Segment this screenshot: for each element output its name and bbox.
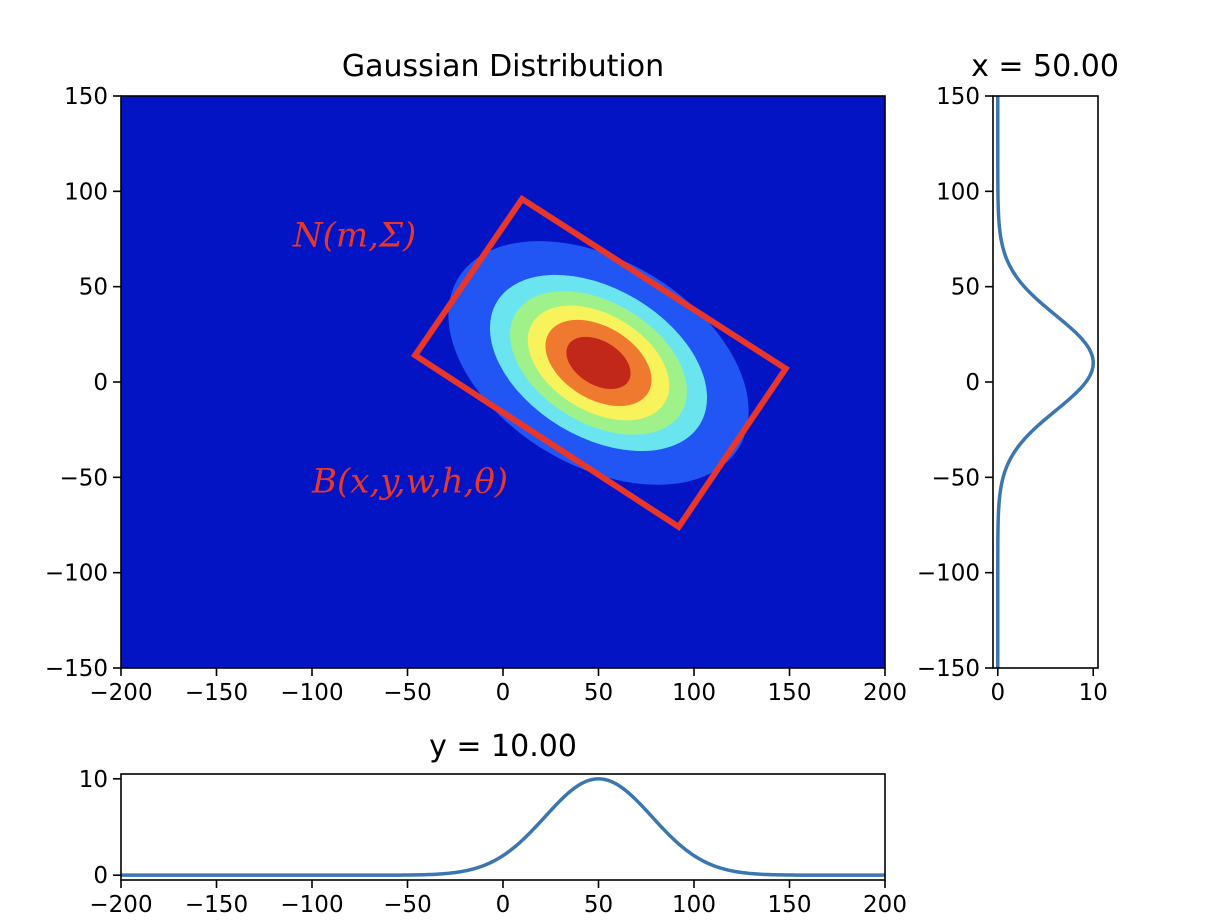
main-x-tick-label: −100 bbox=[280, 680, 343, 706]
bottom-title: y = 10.00 bbox=[429, 729, 577, 764]
right-y-tick-label: −100 bbox=[917, 561, 980, 587]
bottom-x-tick-label: 100 bbox=[672, 892, 716, 918]
right-y-tick-label: 100 bbox=[936, 179, 980, 205]
main-y-tick-label: −100 bbox=[45, 561, 108, 587]
main-y-tick-label: 0 bbox=[93, 370, 108, 396]
main-x-tick-label: 200 bbox=[863, 680, 907, 706]
bottom-y-tick-label: 10 bbox=[79, 767, 108, 793]
right-y-tick-label: 50 bbox=[951, 275, 980, 301]
bottom-y-axis: 0 10 bbox=[79, 767, 121, 889]
bottom-y-tick-label: 0 bbox=[93, 863, 108, 889]
right-y-tick-label: 0 bbox=[965, 370, 980, 396]
annotation-box: B(x,y,w,h,θ) bbox=[311, 462, 508, 502]
bottom-x-tick-label: 0 bbox=[496, 892, 511, 918]
bottom-x-tick-label: −100 bbox=[280, 892, 343, 918]
main-x-tick-label: −200 bbox=[89, 680, 152, 706]
main-x-axis: −200 −150 −100 −50 0 50 100 150 200 bbox=[89, 668, 907, 706]
main-y-tick-label: 150 bbox=[64, 84, 108, 110]
main-y-tick-label: 100 bbox=[64, 179, 108, 205]
bottom-x-tick-label: −50 bbox=[383, 892, 432, 918]
main-x-tick-label: 150 bbox=[768, 680, 812, 706]
vertical-slice-line bbox=[996, 96, 1095, 668]
right-x-tick-label: 10 bbox=[1079, 680, 1108, 706]
horizontal-slice-panel: y = 10.00 −200 −150 −100 −50 0 50 100 150 200 0 1… bbox=[79, 729, 907, 918]
bottom-axes-frame bbox=[120, 773, 886, 881]
bottom-x-tick-label: 50 bbox=[584, 892, 613, 918]
right-title: x = 50.00 bbox=[971, 49, 1119, 84]
bounding-box bbox=[410, 194, 790, 532]
main-y-axis: −150 −100 −50 0 50 100 150 bbox=[45, 84, 121, 682]
bottom-x-tick-label: −200 bbox=[89, 892, 152, 918]
main-y-tick-label: 50 bbox=[79, 275, 108, 301]
right-y-tick-label: −50 bbox=[931, 465, 980, 491]
right-x-axis: 0 10 bbox=[990, 668, 1108, 706]
right-y-tick-label: −150 bbox=[917, 656, 980, 682]
bottom-x-tick-label: 150 bbox=[768, 892, 812, 918]
right-y-axis: −150 −100 −50 0 50 100 150 bbox=[917, 84, 993, 682]
main-heatmap-panel: N(m,Σ) B(x,y,w,h,θ) Gaussian Distributio… bbox=[45, 49, 907, 706]
right-y-tick-label: 150 bbox=[936, 84, 980, 110]
bottom-x-tick-label: 200 bbox=[863, 892, 907, 918]
annotation-normal: N(m,Σ) bbox=[292, 216, 416, 256]
contour-level-5 bbox=[566, 336, 631, 389]
right-axes-frame bbox=[992, 95, 1099, 669]
horizontal-slice-line bbox=[121, 777, 885, 877]
main-x-tick-label: 100 bbox=[672, 680, 716, 706]
main-x-tick-label: −150 bbox=[185, 680, 248, 706]
main-x-tick-label: 50 bbox=[584, 680, 613, 706]
main-title: Gaussian Distribution bbox=[342, 49, 664, 84]
right-x-tick-label: 0 bbox=[990, 680, 1005, 706]
vertical-slice-panel: x = 50.00 0 10 −150 −100 −50 0 50 100 150 bbox=[917, 49, 1119, 706]
main-x-tick-label: 0 bbox=[496, 680, 511, 706]
bottom-x-axis: −200 −150 −100 −50 0 50 100 150 200 bbox=[89, 880, 907, 918]
main-y-tick-label: −150 bbox=[45, 656, 108, 682]
bottom-x-tick-label: −150 bbox=[185, 892, 248, 918]
main-y-tick-label: −50 bbox=[59, 465, 108, 491]
main-x-tick-label: −50 bbox=[383, 680, 432, 706]
